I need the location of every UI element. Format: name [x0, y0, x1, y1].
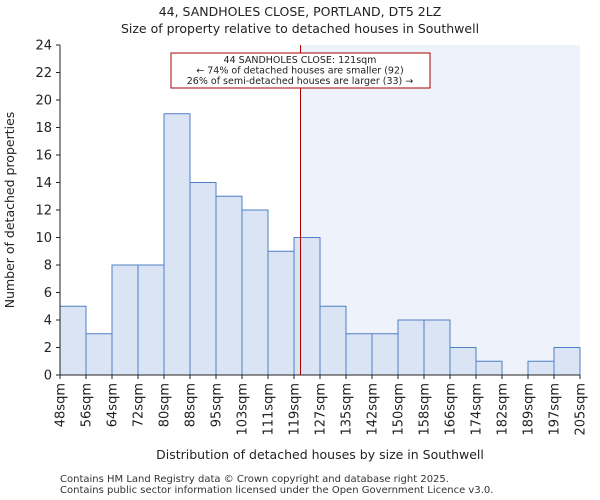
x-tick-label: 111sqm	[262, 383, 277, 436]
y-tick-label: 4	[44, 314, 52, 329]
histogram-bar	[163, 113, 191, 376]
y-tick-label: 20	[35, 94, 52, 109]
y-tick-label: 10	[35, 231, 52, 246]
x-tick-label: 135sqm	[340, 383, 355, 436]
x-tick-label: 166sqm	[444, 383, 459, 436]
y-tick-label: 18	[35, 121, 52, 136]
y-tick-label: 14	[35, 176, 52, 191]
y-tick-label: 6	[44, 286, 52, 301]
x-tick-label: 64sqm	[106, 383, 121, 427]
x-axis-label: Distribution of detached houses by size …	[156, 447, 484, 462]
x-tick-label: 158sqm	[418, 383, 433, 436]
histogram-bar	[111, 264, 139, 376]
histogram-bar	[215, 195, 243, 376]
y-tick-label: 16	[35, 149, 52, 164]
annotation-line-1: 44 SANDHOLES CLOSE: 121sqm	[224, 55, 377, 66]
histogram-bar	[527, 360, 555, 376]
y-tick-label: 8	[44, 259, 52, 274]
y-tick-label: 0	[44, 369, 52, 384]
y-tick-label: 12	[35, 204, 52, 219]
annotation-line-2: ← 74% of detached houses are smaller (92…	[196, 66, 403, 77]
y-tick-label: 24	[35, 39, 52, 54]
histogram-bar	[423, 319, 451, 376]
y-tick-label: 2	[44, 341, 52, 356]
histogram-bar	[59, 305, 87, 376]
histogram-bar	[189, 182, 217, 376]
x-tick-label: 88sqm	[184, 383, 199, 427]
footer-line-2: Contains public sector information licen…	[60, 485, 494, 496]
x-tick-label: 103sqm	[236, 383, 251, 436]
histogram-bar	[267, 250, 295, 376]
x-tick-label: 205sqm	[574, 383, 589, 436]
histogram-bar	[397, 319, 425, 376]
footer-line-1: Contains HM Land Registry data © Crown c…	[60, 474, 449, 485]
x-tick-label: 189sqm	[522, 383, 537, 436]
x-tick-label: 182sqm	[496, 383, 511, 436]
histogram-bar	[319, 305, 347, 376]
x-tick-label: 127sqm	[314, 383, 329, 436]
x-tick-label: 197sqm	[548, 383, 563, 436]
annotation-box	[170, 52, 431, 89]
y-tick-label: 22	[35, 66, 52, 81]
x-tick-label: 80sqm	[158, 383, 173, 427]
x-tick-label: 142sqm	[366, 383, 381, 436]
x-tick-label: 72sqm	[132, 383, 147, 427]
histogram-bar	[553, 347, 581, 376]
y-axis-label: Number of detached properties	[2, 112, 17, 309]
x-tick-label: 174sqm	[470, 383, 485, 436]
histogram-bar	[293, 237, 321, 376]
x-tick-label: 150sqm	[392, 383, 407, 436]
chart-title: 44, SANDHOLES CLOSE, PORTLAND, DT5 2LZ	[158, 4, 442, 19]
x-tick-label: 95sqm	[210, 383, 225, 427]
x-tick-label: 48sqm	[54, 383, 69, 427]
histogram-bar	[241, 209, 269, 376]
x-tick-label: 56sqm	[80, 383, 95, 427]
chart-subtitle: Size of property relative to detached ho…	[120, 21, 480, 36]
histogram-bar	[475, 360, 503, 376]
histogram-bar	[345, 333, 373, 376]
histogram-bar	[137, 264, 165, 376]
histogram-bar	[85, 333, 113, 376]
histogram-bar	[371, 333, 399, 376]
x-tick-label: 119sqm	[288, 383, 303, 436]
histogram-bar	[449, 347, 477, 376]
annotation-line-3: 26% of semi-detached houses are larger (…	[187, 76, 414, 87]
